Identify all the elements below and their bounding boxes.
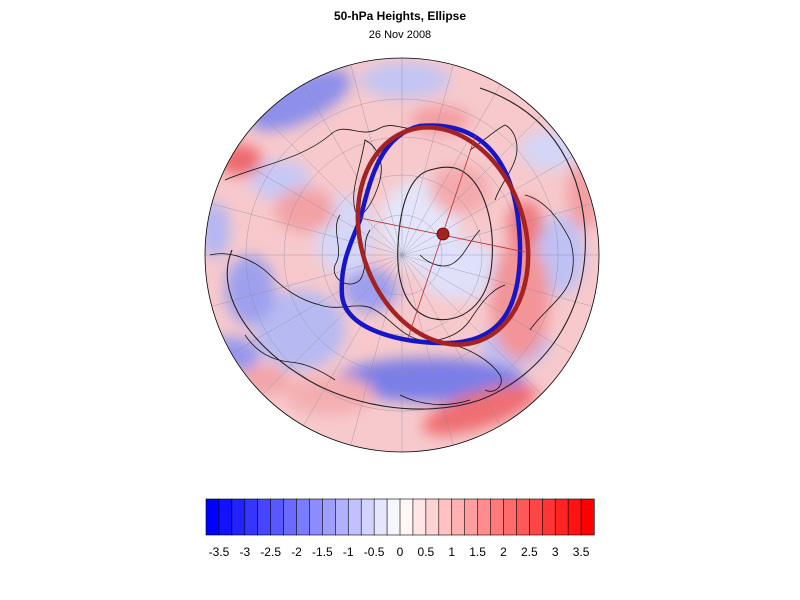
- colorbar-tick-label: 2.5: [521, 545, 538, 559]
- colorbar-swatch: [360, 498, 375, 536]
- colorbar-swatch: [477, 498, 492, 536]
- colorbar-swatch: [335, 498, 349, 536]
- globe-outline: [204, 57, 600, 453]
- colorbar-tick-label: 0: [397, 545, 404, 559]
- colorbar-tick-label: 2: [500, 545, 507, 559]
- colorbar-swatch: [554, 498, 569, 536]
- colorbar-swatch: [347, 498, 362, 536]
- anomaly-field: [205, 58, 599, 452]
- colorbar-swatch: [503, 498, 518, 536]
- colorbar-swatch: [309, 498, 324, 536]
- colorbar-tick-label: -2.5: [260, 545, 281, 559]
- colorbar-swatch: [218, 498, 233, 536]
- height-contours: [226, 87, 586, 410]
- colorbar-swatch: [244, 498, 259, 536]
- colorbar-swatch: [464, 498, 479, 536]
- colorbar-tick-label: 1: [448, 545, 455, 559]
- colorbar-labels: -3.5 -3 -2.5 -2 -1.5 -1 -0.5 0 0.5 1 1.5 2 2.5 3 3.5: [209, 545, 590, 559]
- colorbar-swatch: [399, 498, 414, 536]
- colorbar-swatch: [567, 498, 582, 536]
- colorbar-tick-label: 0.5: [418, 545, 435, 559]
- colorbar-swatch: [451, 498, 466, 536]
- map-date: 26 Nov 2008: [368, 29, 432, 41]
- colorbar-swatch: [257, 498, 272, 536]
- colorbar-tick-label: -2: [291, 545, 302, 559]
- colorbar-swatch: [490, 498, 505, 536]
- colorbar-swatch: [529, 498, 543, 536]
- colorbar-swatch: [438, 498, 453, 536]
- colorbar-swatch: [386, 498, 401, 536]
- colorbar-swatch: [580, 498, 595, 536]
- colorbar-swatch: [516, 498, 530, 536]
- colorbar-tick-label: -0.5: [364, 545, 385, 559]
- fitted-ellipse: [355, 125, 531, 347]
- ellipse-center-marker: [436, 227, 450, 241]
- colorbar-tick-label: 3: [552, 545, 559, 559]
- colorbar-tick-label: -3: [239, 545, 250, 559]
- colorbar-swatch: [541, 498, 556, 536]
- colorbar-tick-label: 1.5: [469, 545, 486, 559]
- colorbar-tick-label: -1: [343, 545, 354, 559]
- colorbar-swatch: [231, 498, 246, 536]
- colorbar-tick-label: -3.5: [209, 545, 230, 559]
- colorbar: [205, 498, 595, 536]
- colorbar-swatch: [270, 498, 285, 536]
- graticule: [205, 58, 599, 452]
- map-title: 50-hPa Heights, Ellipse: [333, 9, 467, 23]
- colorbar-swatch: [373, 498, 388, 536]
- colorbar-swatch: [425, 498, 440, 536]
- colorbar-swatch: [283, 498, 298, 536]
- colorbar-swatch: [322, 498, 336, 536]
- colorbar-tick-label: -1.5: [312, 545, 333, 559]
- colorbar-swatch: [205, 498, 220, 536]
- colorbar-swatch: [296, 498, 311, 536]
- colorbar-swatch: [412, 498, 427, 536]
- colorbar-tick-label: 3.5: [573, 545, 590, 559]
